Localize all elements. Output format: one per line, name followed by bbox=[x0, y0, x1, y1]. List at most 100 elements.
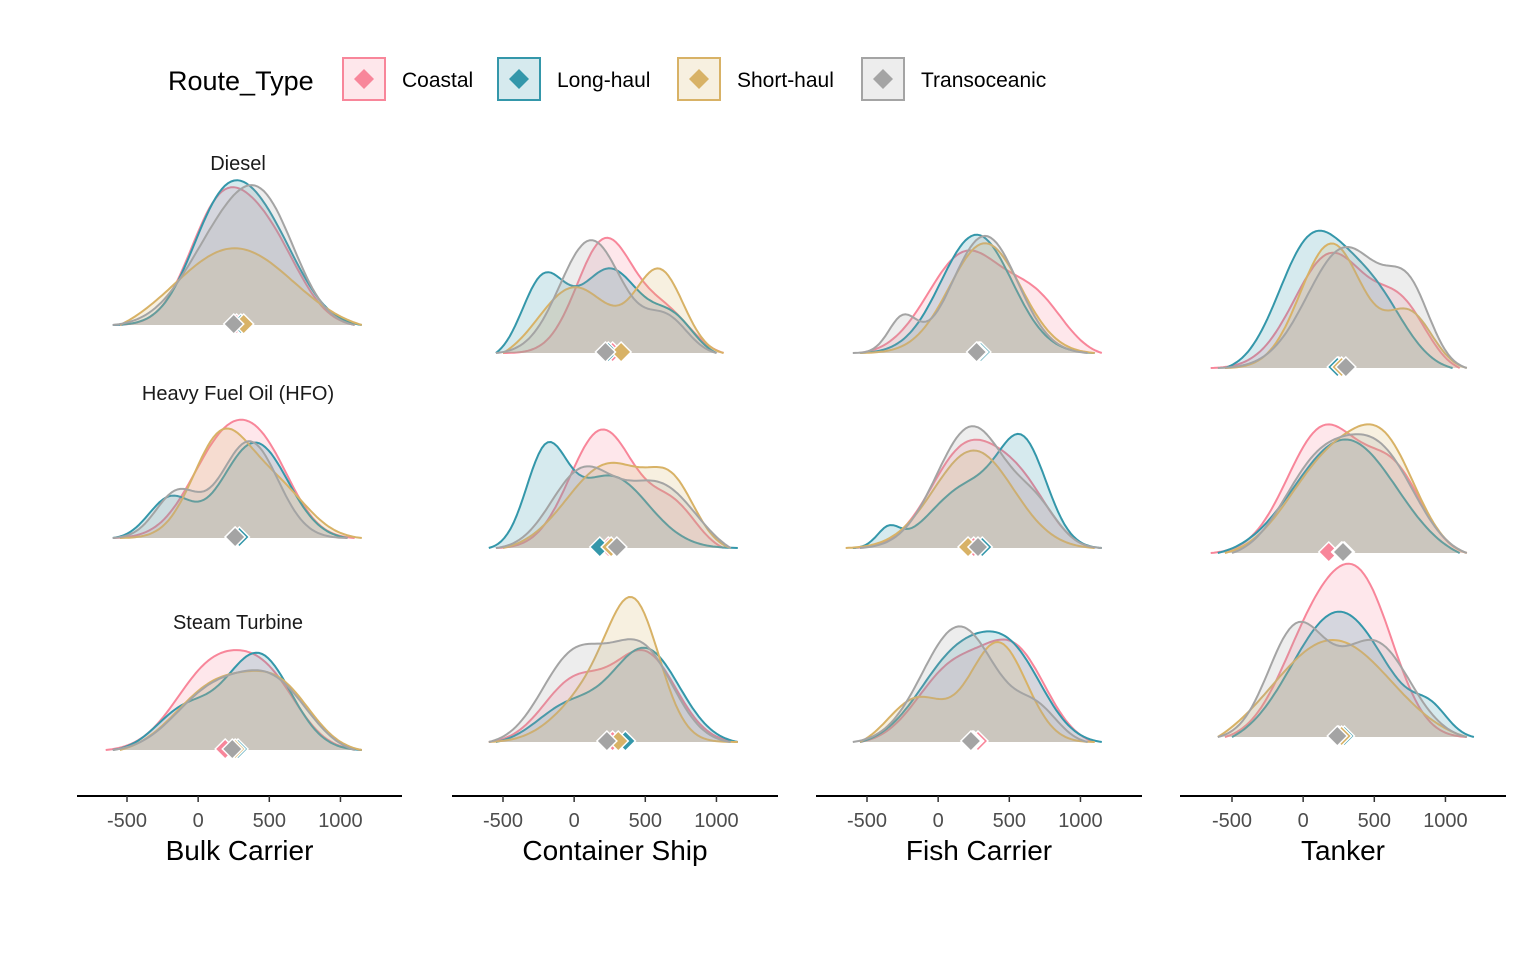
x-tick-label: 500 bbox=[629, 810, 662, 832]
x-tick-label: 1000 bbox=[1423, 810, 1468, 832]
density-line-transoceanic bbox=[495, 465, 732, 549]
x-tick-label: 0 bbox=[193, 810, 204, 832]
density-area-short-haul bbox=[119, 248, 362, 325]
mean-marker-transoceanic bbox=[1334, 355, 1357, 379]
row-label-heavy-fuel-oil-hfo: Heavy Fuel Oil (HFO) bbox=[142, 383, 334, 405]
density-area-transoceanic bbox=[112, 441, 348, 538]
density-area-short-haul bbox=[859, 243, 1095, 353]
density-area-coastal bbox=[495, 429, 724, 548]
density-line-coastal bbox=[488, 649, 738, 743]
x-tick-label: 0 bbox=[1298, 810, 1309, 832]
panel-bulk-carrier-steam-turbine bbox=[105, 649, 362, 761]
x-axis-fish-carrier: -500 0 500 1000 Fish Carrier bbox=[816, 795, 1142, 866]
panel-container-ship-diesel bbox=[495, 236, 724, 364]
legend-marker-coastal bbox=[354, 69, 374, 89]
density-line-transoceanic bbox=[859, 425, 1102, 549]
density-line-short-haul bbox=[502, 267, 724, 354]
column-title-fish-carrier: Fish Carrier bbox=[906, 835, 1052, 866]
panel-tanker-heavy-fuel-oil-hfo bbox=[1210, 423, 1468, 564]
density-area-transoceanic bbox=[495, 466, 731, 548]
density-area-short-haul bbox=[503, 268, 724, 353]
density-area-coastal bbox=[859, 639, 1095, 742]
legend-marker-transoceanic bbox=[873, 69, 893, 89]
density-line-short-haul bbox=[859, 641, 1095, 743]
density-line-short-haul bbox=[502, 461, 732, 549]
density-area-long-haul bbox=[112, 442, 348, 538]
mean-marker-transoceanic bbox=[221, 737, 244, 761]
density-area-coastal bbox=[1210, 252, 1460, 368]
panel-container-ship-heavy-fuel-oil-hfo bbox=[488, 428, 738, 559]
density-area-coastal bbox=[105, 650, 362, 750]
density-line-short-haul bbox=[488, 596, 738, 743]
density-line-coastal bbox=[1224, 562, 1467, 738]
x-tick-label: 500 bbox=[253, 810, 286, 832]
x-tick-label: -500 bbox=[483, 810, 523, 832]
facet-row-labels: Diesel Heavy Fuel Oil (HFO) Steam Turbine bbox=[142, 153, 334, 634]
mean-marker-transoceanic bbox=[224, 525, 247, 549]
density-area-coastal bbox=[852, 439, 1095, 548]
density-area-short-haul bbox=[1224, 424, 1467, 553]
density-area-transoceanic bbox=[112, 670, 355, 750]
density-area-transoceanic bbox=[488, 639, 731, 742]
density-line-long-haul bbox=[852, 432, 1102, 549]
density-area-short-haul bbox=[859, 642, 1095, 742]
legend-label-long-haul: Long-haul bbox=[557, 69, 650, 92]
density-area-long-haul bbox=[859, 631, 1102, 742]
density-line-long-haul bbox=[112, 441, 348, 539]
density-line-transoceanic bbox=[112, 184, 355, 326]
legend: Route_Type Coastal Long-haul Short-haul Tra… bbox=[168, 57, 1046, 101]
facet-panels bbox=[105, 179, 1475, 761]
density-area-transoceanic bbox=[852, 626, 1088, 742]
density-line-long-haul bbox=[112, 651, 362, 751]
panel-tanker-diesel bbox=[1210, 229, 1468, 379]
legend-key-long-haul bbox=[497, 57, 541, 101]
density-line-short-haul bbox=[119, 247, 363, 326]
mean-marker-transoceanic bbox=[1331, 540, 1355, 564]
density-line-long-haul bbox=[859, 630, 1102, 743]
mean-marker-transoceanic bbox=[595, 729, 618, 753]
density-area-long-haul bbox=[852, 433, 1102, 548]
x-tick-label: 1000 bbox=[1058, 810, 1103, 832]
legend-label-transoceanic: Transoceanic bbox=[921, 69, 1046, 92]
legend-key-coastal bbox=[342, 57, 386, 101]
mean-marker-transoceanic bbox=[959, 729, 982, 753]
density-area-coastal bbox=[1224, 563, 1467, 737]
density-line-transoceanic bbox=[495, 239, 717, 354]
x-tick-label: 0 bbox=[933, 810, 944, 832]
legend-item-short-haul: Short-haul bbox=[677, 57, 834, 101]
panel-container-ship-steam-turbine bbox=[488, 596, 738, 753]
legend-item-long-haul: Long-haul bbox=[497, 57, 650, 101]
density-line-long-haul bbox=[495, 267, 717, 354]
panel-tanker-steam-turbine bbox=[1217, 562, 1475, 748]
x-tick-label: 500 bbox=[993, 810, 1026, 832]
density-line-long-haul bbox=[1224, 229, 1453, 369]
x-axis-tanker: -500 0 500 1000 Tanker bbox=[1180, 795, 1506, 866]
x-tick-label: -500 bbox=[107, 810, 147, 832]
density-line-coastal bbox=[859, 638, 1096, 743]
mean-marker-transoceanic bbox=[965, 340, 988, 364]
density-line-transoceanic bbox=[112, 440, 348, 539]
density-line-transoceanic bbox=[488, 638, 731, 743]
density-area-short-haul bbox=[1224, 243, 1467, 368]
density-line-long-haul bbox=[1231, 610, 1475, 738]
density-area-short-haul bbox=[1217, 640, 1467, 737]
panel-fish-carrier-heavy-fuel-oil-hfo bbox=[845, 425, 1102, 559]
density-area-transoceanic bbox=[852, 235, 1088, 353]
density-line-coastal bbox=[495, 428, 725, 549]
density-line-short-haul bbox=[859, 242, 1095, 354]
mean-marker-transoceanic bbox=[222, 312, 245, 336]
x-tick-label: 500 bbox=[1358, 810, 1391, 832]
legend-marker-short-haul bbox=[689, 69, 709, 89]
panel-fish-carrier-diesel bbox=[852, 233, 1103, 364]
column-title-bulk-carrier: Bulk Carrier bbox=[166, 835, 314, 866]
density-area-long-haul bbox=[1232, 611, 1474, 737]
density-line-short-haul bbox=[119, 427, 362, 539]
density-area-transoceanic bbox=[495, 240, 717, 353]
density-line-long-haul bbox=[495, 646, 738, 743]
density-line-short-haul bbox=[1217, 639, 1468, 738]
panel-bulk-carrier-diesel bbox=[112, 179, 363, 336]
panel-fish-carrier-steam-turbine bbox=[852, 625, 1102, 753]
